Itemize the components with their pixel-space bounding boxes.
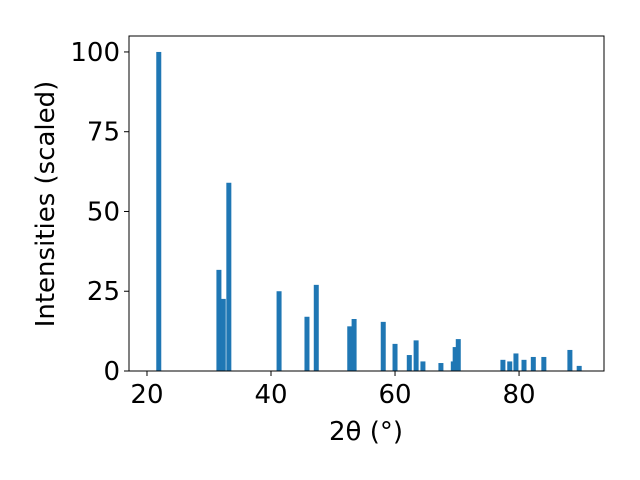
bar: [455, 339, 461, 371]
x-tick-label: 20: [130, 380, 163, 410]
bar: [541, 356, 547, 371]
bar: [156, 51, 162, 371]
bar: [521, 359, 527, 371]
y-tick-label: 100: [70, 38, 120, 68]
bar: [380, 321, 386, 371]
bar: [351, 318, 357, 371]
bar: [226, 182, 232, 371]
x-tick-label: 60: [378, 380, 411, 410]
bar: [392, 343, 398, 371]
bar: [406, 355, 412, 371]
bar: [304, 316, 310, 371]
bar: [530, 356, 536, 371]
bar: [500, 359, 506, 371]
y-tick-label: 25: [87, 277, 120, 307]
bar: [452, 347, 458, 371]
bar: [347, 326, 353, 371]
bar: [438, 363, 444, 371]
bar: [276, 291, 282, 371]
bar: [413, 340, 419, 371]
bar: [420, 361, 426, 371]
plot-frame: [128, 35, 605, 372]
bar: [220, 298, 226, 371]
bar: [567, 349, 573, 371]
x-tick-label: 80: [502, 380, 535, 410]
x-axis-label: 2θ (°): [329, 417, 403, 447]
bar: [216, 269, 222, 371]
bar: [507, 361, 513, 371]
bar: [513, 353, 519, 371]
y-tick-label: 75: [87, 118, 120, 148]
x-tick-label: 40: [254, 380, 287, 410]
y-tick-label: 50: [87, 197, 120, 227]
y-axis-label: Intensities (scaled): [31, 81, 61, 328]
y-tick-label: 0: [103, 357, 120, 387]
bar: [313, 284, 319, 371]
bar: [576, 365, 582, 371]
